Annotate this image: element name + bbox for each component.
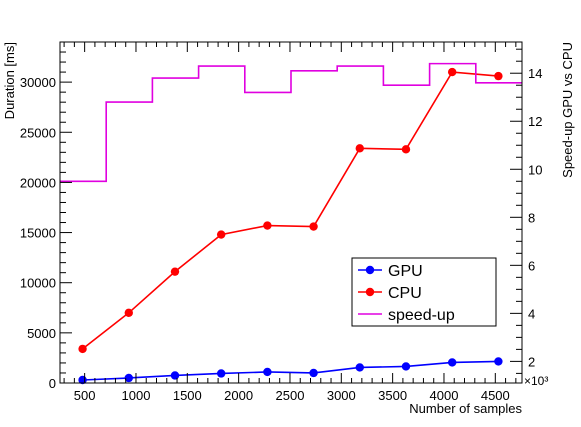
gpu-point (447, 358, 457, 367)
left-y-tick-label: 10000 (20, 276, 56, 291)
cpu-line (82, 71, 499, 350)
cpu-point (447, 67, 457, 77)
cpu-point (309, 222, 318, 231)
gpu-point (355, 363, 364, 372)
legend: GPU CPU speed-up (351, 257, 497, 327)
x-tick-label: 500 (74, 388, 96, 403)
gpu-point (170, 371, 180, 380)
cpu-point (170, 267, 180, 276)
gpu-point (263, 367, 272, 377)
left-y-tick-label: 25000 (20, 125, 56, 140)
x-axis-exponent: ×10³ (524, 374, 548, 388)
left-y-tick-label: 30000 (20, 75, 56, 90)
cpu-point (355, 144, 364, 153)
x-tick-label: 1000 (122, 388, 151, 403)
left-y-axis-title: Duration [ms] (2, 42, 17, 119)
legend-label: speed-up (388, 307, 455, 324)
x-tick-label: 2500 (276, 388, 305, 403)
right-y-tick-label: 4 (528, 306, 535, 321)
x-tick-label: 3500 (378, 388, 407, 403)
left-y-tick-label: 5000 (27, 326, 56, 341)
legend-swatch-marker (365, 287, 375, 297)
right-y-tick-label: 6 (528, 258, 535, 273)
right-y-tick-label: 10 (528, 162, 542, 177)
left-y-tick-label: 15000 (20, 226, 56, 241)
cpu-point (401, 145, 411, 154)
x-tick-label: 1500 (173, 388, 202, 403)
legend-label: CPU (388, 285, 422, 302)
gpu-line (82, 360, 499, 381)
cpu-point (494, 71, 503, 81)
gpu-point (124, 373, 133, 383)
cpu-point (78, 344, 87, 354)
left-y-tick-label: 20000 (20, 175, 56, 190)
gpu-point (401, 362, 411, 371)
right-y-axis-title: Speed-up GPU vs CPU (560, 42, 575, 178)
gpu-point (216, 369, 226, 378)
cpu-point (124, 308, 133, 317)
right-y-tick-label: 8 (528, 210, 535, 225)
x-tick-label: 4000 (430, 388, 459, 403)
series-layer (60, 62, 522, 385)
legend-label: GPU (388, 263, 423, 280)
gpu-point (309, 368, 318, 378)
legend-swatch-marker (365, 265, 375, 275)
right-y-tick-label: 2 (528, 354, 535, 369)
right-y-tick-label: 12 (528, 114, 542, 129)
cpu-point (263, 221, 272, 230)
x-axis-title: Number of samples (409, 401, 522, 416)
right-y-tick-label: 14 (528, 66, 542, 81)
left-y-tick-label: 0 (49, 376, 56, 391)
axes-layer: 500 1000 1500 2000 2500 3000 3500 4000 4500 0 5000… (20, 41, 542, 403)
x-tick-label: 2000 (224, 388, 253, 403)
cpu-point (216, 230, 226, 239)
x-tick-label: 4500 (481, 388, 510, 403)
speed-up-step-line (60, 62, 522, 183)
gpu-point (494, 357, 503, 366)
x-tick-label: 3000 (327, 388, 356, 403)
